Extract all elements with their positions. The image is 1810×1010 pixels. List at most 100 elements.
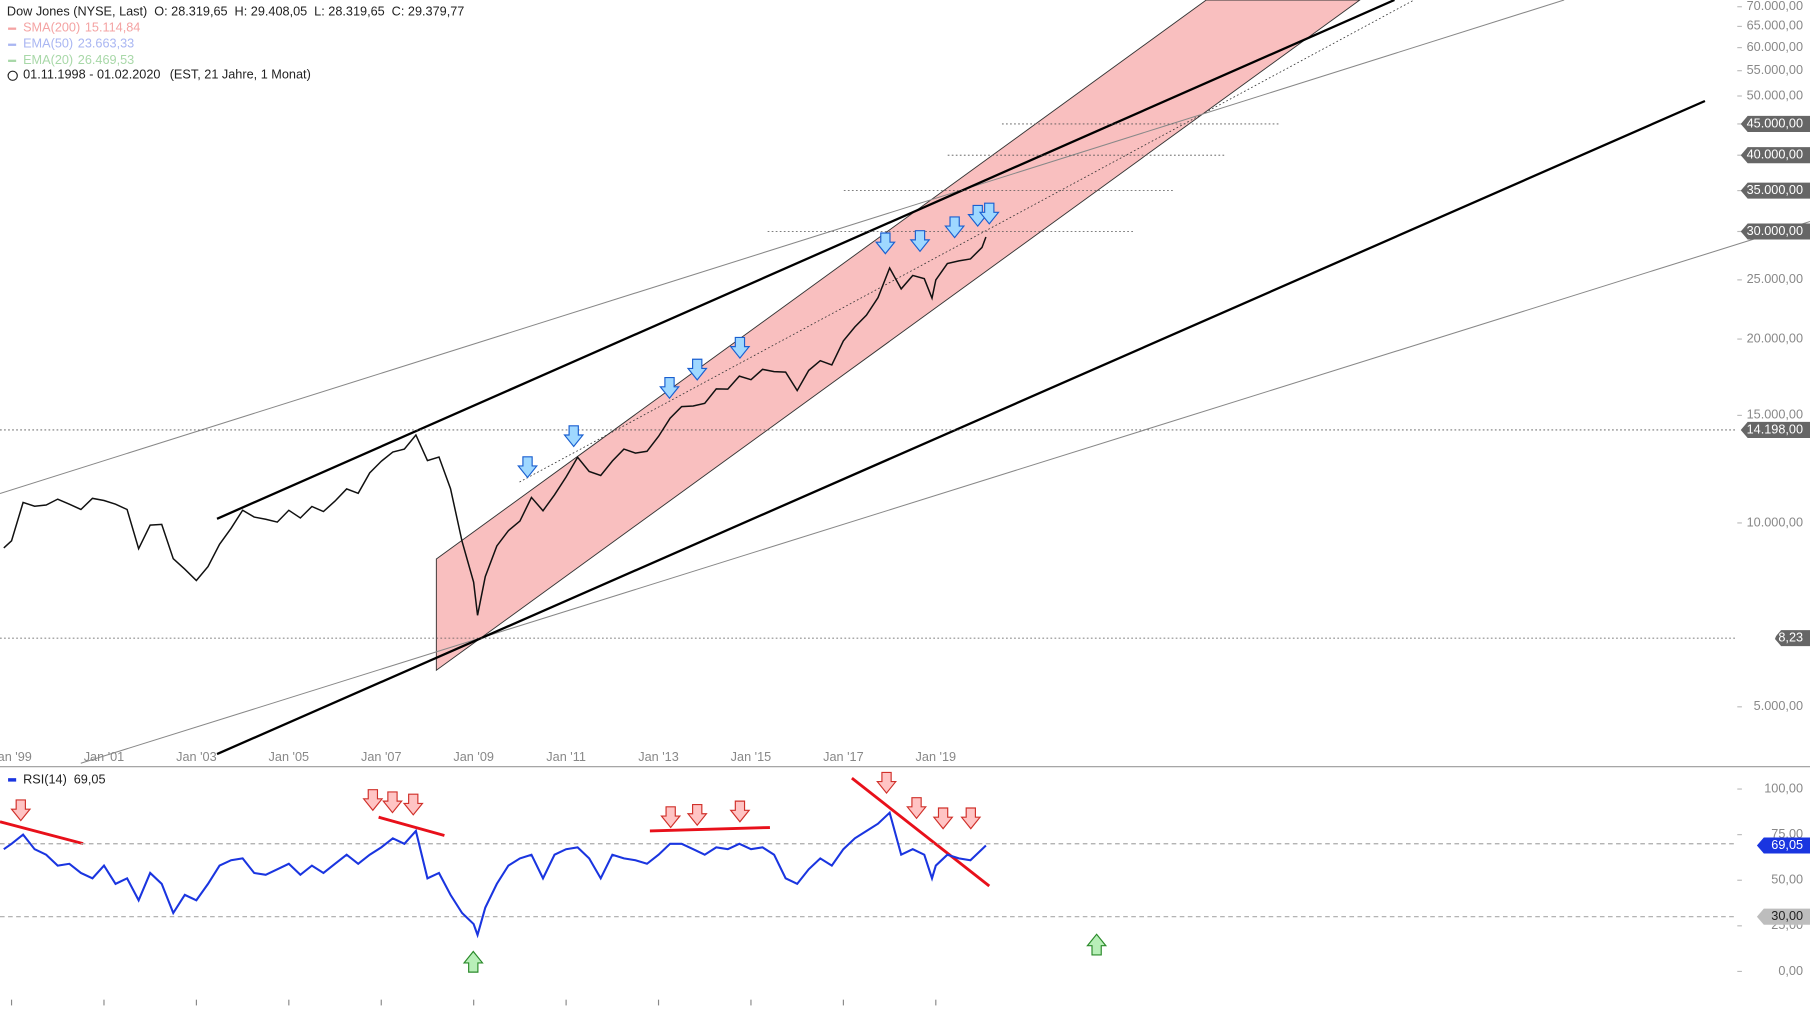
down-arrow xyxy=(660,806,682,829)
ohlc-high: H: 29.408,05 xyxy=(235,5,308,19)
level-badge xyxy=(1774,630,1810,647)
level-label: 45.000,00 xyxy=(1747,116,1803,130)
indicator-swatch xyxy=(8,43,17,46)
x-tick-label: Jan '99 xyxy=(0,750,32,764)
trend-channel xyxy=(435,0,1361,672)
x-tick-label: Jan '09 xyxy=(453,750,494,764)
down-arrow xyxy=(909,230,931,253)
rsi-y-tick-label: 50,00 xyxy=(1771,873,1803,887)
down-arrow xyxy=(876,771,897,794)
indicator-value: 23.663,33 xyxy=(78,37,134,51)
rsi-divergence-line xyxy=(649,826,770,833)
rsi-divergence-line xyxy=(378,815,445,837)
rsi-legend: RSI(14) 69,05 xyxy=(23,773,105,787)
x-tick-label: Jan '05 xyxy=(269,750,310,764)
trend-line-thick xyxy=(216,99,1706,756)
header-line: Dow Jones (NYSE, Last) O: 28.319,65 H: 29.… xyxy=(7,5,464,19)
down-arrow xyxy=(686,803,708,827)
clock-icon xyxy=(7,70,18,81)
level-badge xyxy=(1740,147,1810,164)
y-tick-label: 60.000,00 xyxy=(1747,40,1803,54)
down-arrow xyxy=(932,807,954,830)
series-line xyxy=(3,810,987,939)
down-arrow xyxy=(729,336,751,360)
x-tick-label: Jan '01 xyxy=(84,750,125,764)
x-tick-label: Jan '07 xyxy=(361,750,402,764)
down-arrow xyxy=(978,202,1000,225)
rsi-divergence-line xyxy=(851,777,991,888)
down-arrow xyxy=(362,789,384,812)
indicator-swatch xyxy=(8,59,17,62)
period-line: 01.11.1998 - 01.02.2020 (EST, 21 Jahre, 1… xyxy=(23,68,311,82)
rsi-value-badge xyxy=(1756,837,1810,854)
rsi-band-badge xyxy=(1756,908,1810,925)
indicator-value: 15.114,84 xyxy=(85,21,141,35)
rsi-y-tick-label: 100,00 xyxy=(1764,781,1803,795)
y-tick-label: 15.000,00 xyxy=(1747,408,1803,422)
y-tick-label: 65.000,00 xyxy=(1747,19,1803,33)
level-label: 6.478,23 xyxy=(1754,630,1803,644)
indicator-name: EMA(50) xyxy=(23,37,73,51)
y-tick-label: 10.000,00 xyxy=(1747,515,1803,529)
period-note: (EST, 21 Jahre, 1 Monat) xyxy=(170,68,311,82)
level-label: 35.000,00 xyxy=(1747,183,1803,197)
down-arrow xyxy=(659,377,680,400)
down-arrow xyxy=(944,216,966,239)
series-line xyxy=(3,236,987,616)
level-badge xyxy=(1740,223,1810,240)
x-tick-label: Jan '19 xyxy=(916,750,957,764)
x-tick-label: Jan '11 xyxy=(546,750,586,764)
down-arrow xyxy=(906,797,927,820)
y-tick-label: 25.000,00 xyxy=(1747,272,1803,286)
level-badge xyxy=(1740,115,1810,132)
x-tick-label: Jan '15 xyxy=(731,750,772,764)
trend-line-thick xyxy=(216,0,1395,520)
rsi-divergence-line xyxy=(0,820,84,845)
indicator-name: SMA(200) xyxy=(23,21,80,35)
period: 01.11.1998 - 01.02.2020 xyxy=(23,68,160,82)
level-label: 30.000,00 xyxy=(1747,224,1803,238)
level-label: 14.198,00 xyxy=(1747,422,1803,436)
trend-line-thin xyxy=(0,0,1565,495)
y-tick-label: 20.000,00 xyxy=(1747,331,1803,345)
x-tick-label: Jan '17 xyxy=(823,750,864,764)
indicator-legend: EMA(50) 23.663,33 xyxy=(23,37,134,51)
level-badge xyxy=(1740,182,1810,199)
rsi-name: RSI(14) xyxy=(23,773,67,787)
rsi-y-tick-label: 0,00 xyxy=(1778,964,1803,978)
up-arrow xyxy=(1086,933,1108,956)
rsi-value: 69,05 xyxy=(74,773,106,787)
ohlc-low: L: 28.319,65 xyxy=(314,5,385,19)
y-tick-label: 5.000,00 xyxy=(1754,699,1803,713)
indicator-name: EMA(20) xyxy=(23,53,73,67)
x-tick-label: Jan '13 xyxy=(638,750,679,764)
up-arrow xyxy=(462,950,484,973)
down-arrow xyxy=(960,807,982,830)
trend-line-thin xyxy=(80,221,1810,764)
down-arrow xyxy=(517,456,538,479)
down-arrow xyxy=(382,791,403,814)
x-tick-label: Jan '03 xyxy=(176,750,217,764)
indicator-swatch xyxy=(8,27,17,30)
down-arrow xyxy=(10,799,32,822)
level-label: 40.000,00 xyxy=(1747,148,1803,162)
down-arrow xyxy=(563,425,585,448)
ohlc-open: O: 28.319,65 xyxy=(154,5,227,19)
indicator-value: 26.469,53 xyxy=(78,53,134,67)
instrument: Dow Jones (NYSE, Last) xyxy=(7,5,147,19)
rsi-value-label: 69,05 xyxy=(1771,838,1803,852)
down-arrow xyxy=(729,800,751,823)
rsi-band-label: 30,00 xyxy=(1771,909,1803,923)
down-arrow xyxy=(874,232,896,255)
ohlc-close: C: 29.379,77 xyxy=(392,5,465,19)
indicator-legend: EMA(20) 26.469,53 xyxy=(23,53,134,67)
rsi-legend-swatch xyxy=(8,778,17,782)
down-arrow xyxy=(967,204,989,228)
y-tick-label: 50.000,00 xyxy=(1747,88,1803,102)
indicator-legend: SMA(200) 15.114,84 xyxy=(23,21,140,35)
down-arrow xyxy=(402,793,424,816)
y-tick-label: 55.000,00 xyxy=(1747,63,1803,77)
level-badge xyxy=(1740,421,1810,438)
